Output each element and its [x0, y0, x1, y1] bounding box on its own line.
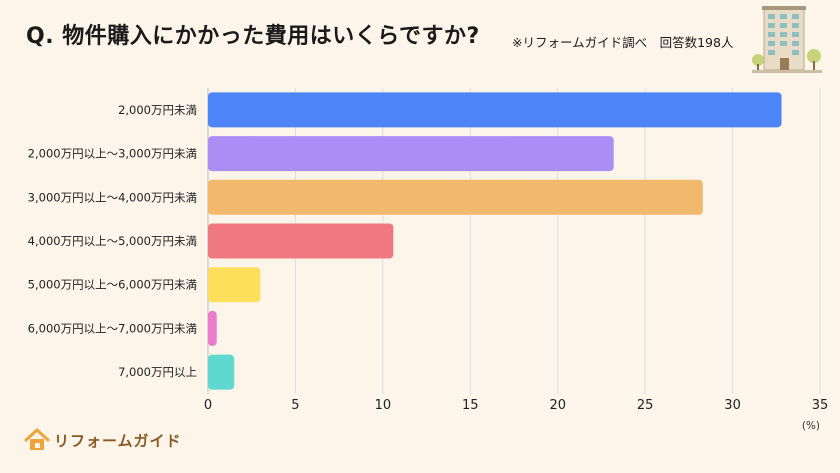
category-label: 2,000万円未満 [118, 103, 197, 117]
x-tick-label: 10 [375, 398, 392, 413]
category-label: 5,000万円以上〜6,000万円未満 [28, 278, 197, 292]
x-tick-label: 5 [291, 398, 299, 413]
house-icon [24, 428, 50, 450]
x-tick-label: 25 [637, 398, 654, 413]
bar [208, 310, 217, 346]
building-icon [752, 6, 822, 73]
survey-note: ※リフォームガイド調べ 回答数198人 [512, 35, 734, 50]
category-label: 2,000万円以上〜3,000万円未満 [28, 147, 197, 161]
bar [208, 136, 614, 172]
bar [208, 267, 261, 303]
bar [208, 92, 782, 128]
bar [208, 354, 235, 390]
category-label: 7,000万円以上 [118, 365, 197, 379]
bar [208, 223, 394, 259]
x-unit-label: (%) [802, 420, 820, 432]
category-label: 4,000万円以上〜5,000万円未満 [28, 234, 197, 248]
x-tick-label: 0 [204, 398, 212, 413]
bar [208, 179, 703, 215]
category-label: 3,000万円以上〜4,000万円未満 [28, 190, 197, 204]
x-tick-label: 15 [462, 398, 479, 413]
x-tick-label: 30 [724, 398, 741, 413]
x-tick-label: 35 [812, 398, 829, 413]
logo: リフォームガイド [24, 428, 182, 452]
category-label: 6,000万円以上〜7,000万円未満 [28, 321, 197, 335]
logo-text: リフォームガイド [54, 431, 182, 450]
x-tick-label: 20 [549, 398, 566, 413]
chart-title: Q. 物件購入にかかった費用はいくらですか? [26, 24, 480, 49]
